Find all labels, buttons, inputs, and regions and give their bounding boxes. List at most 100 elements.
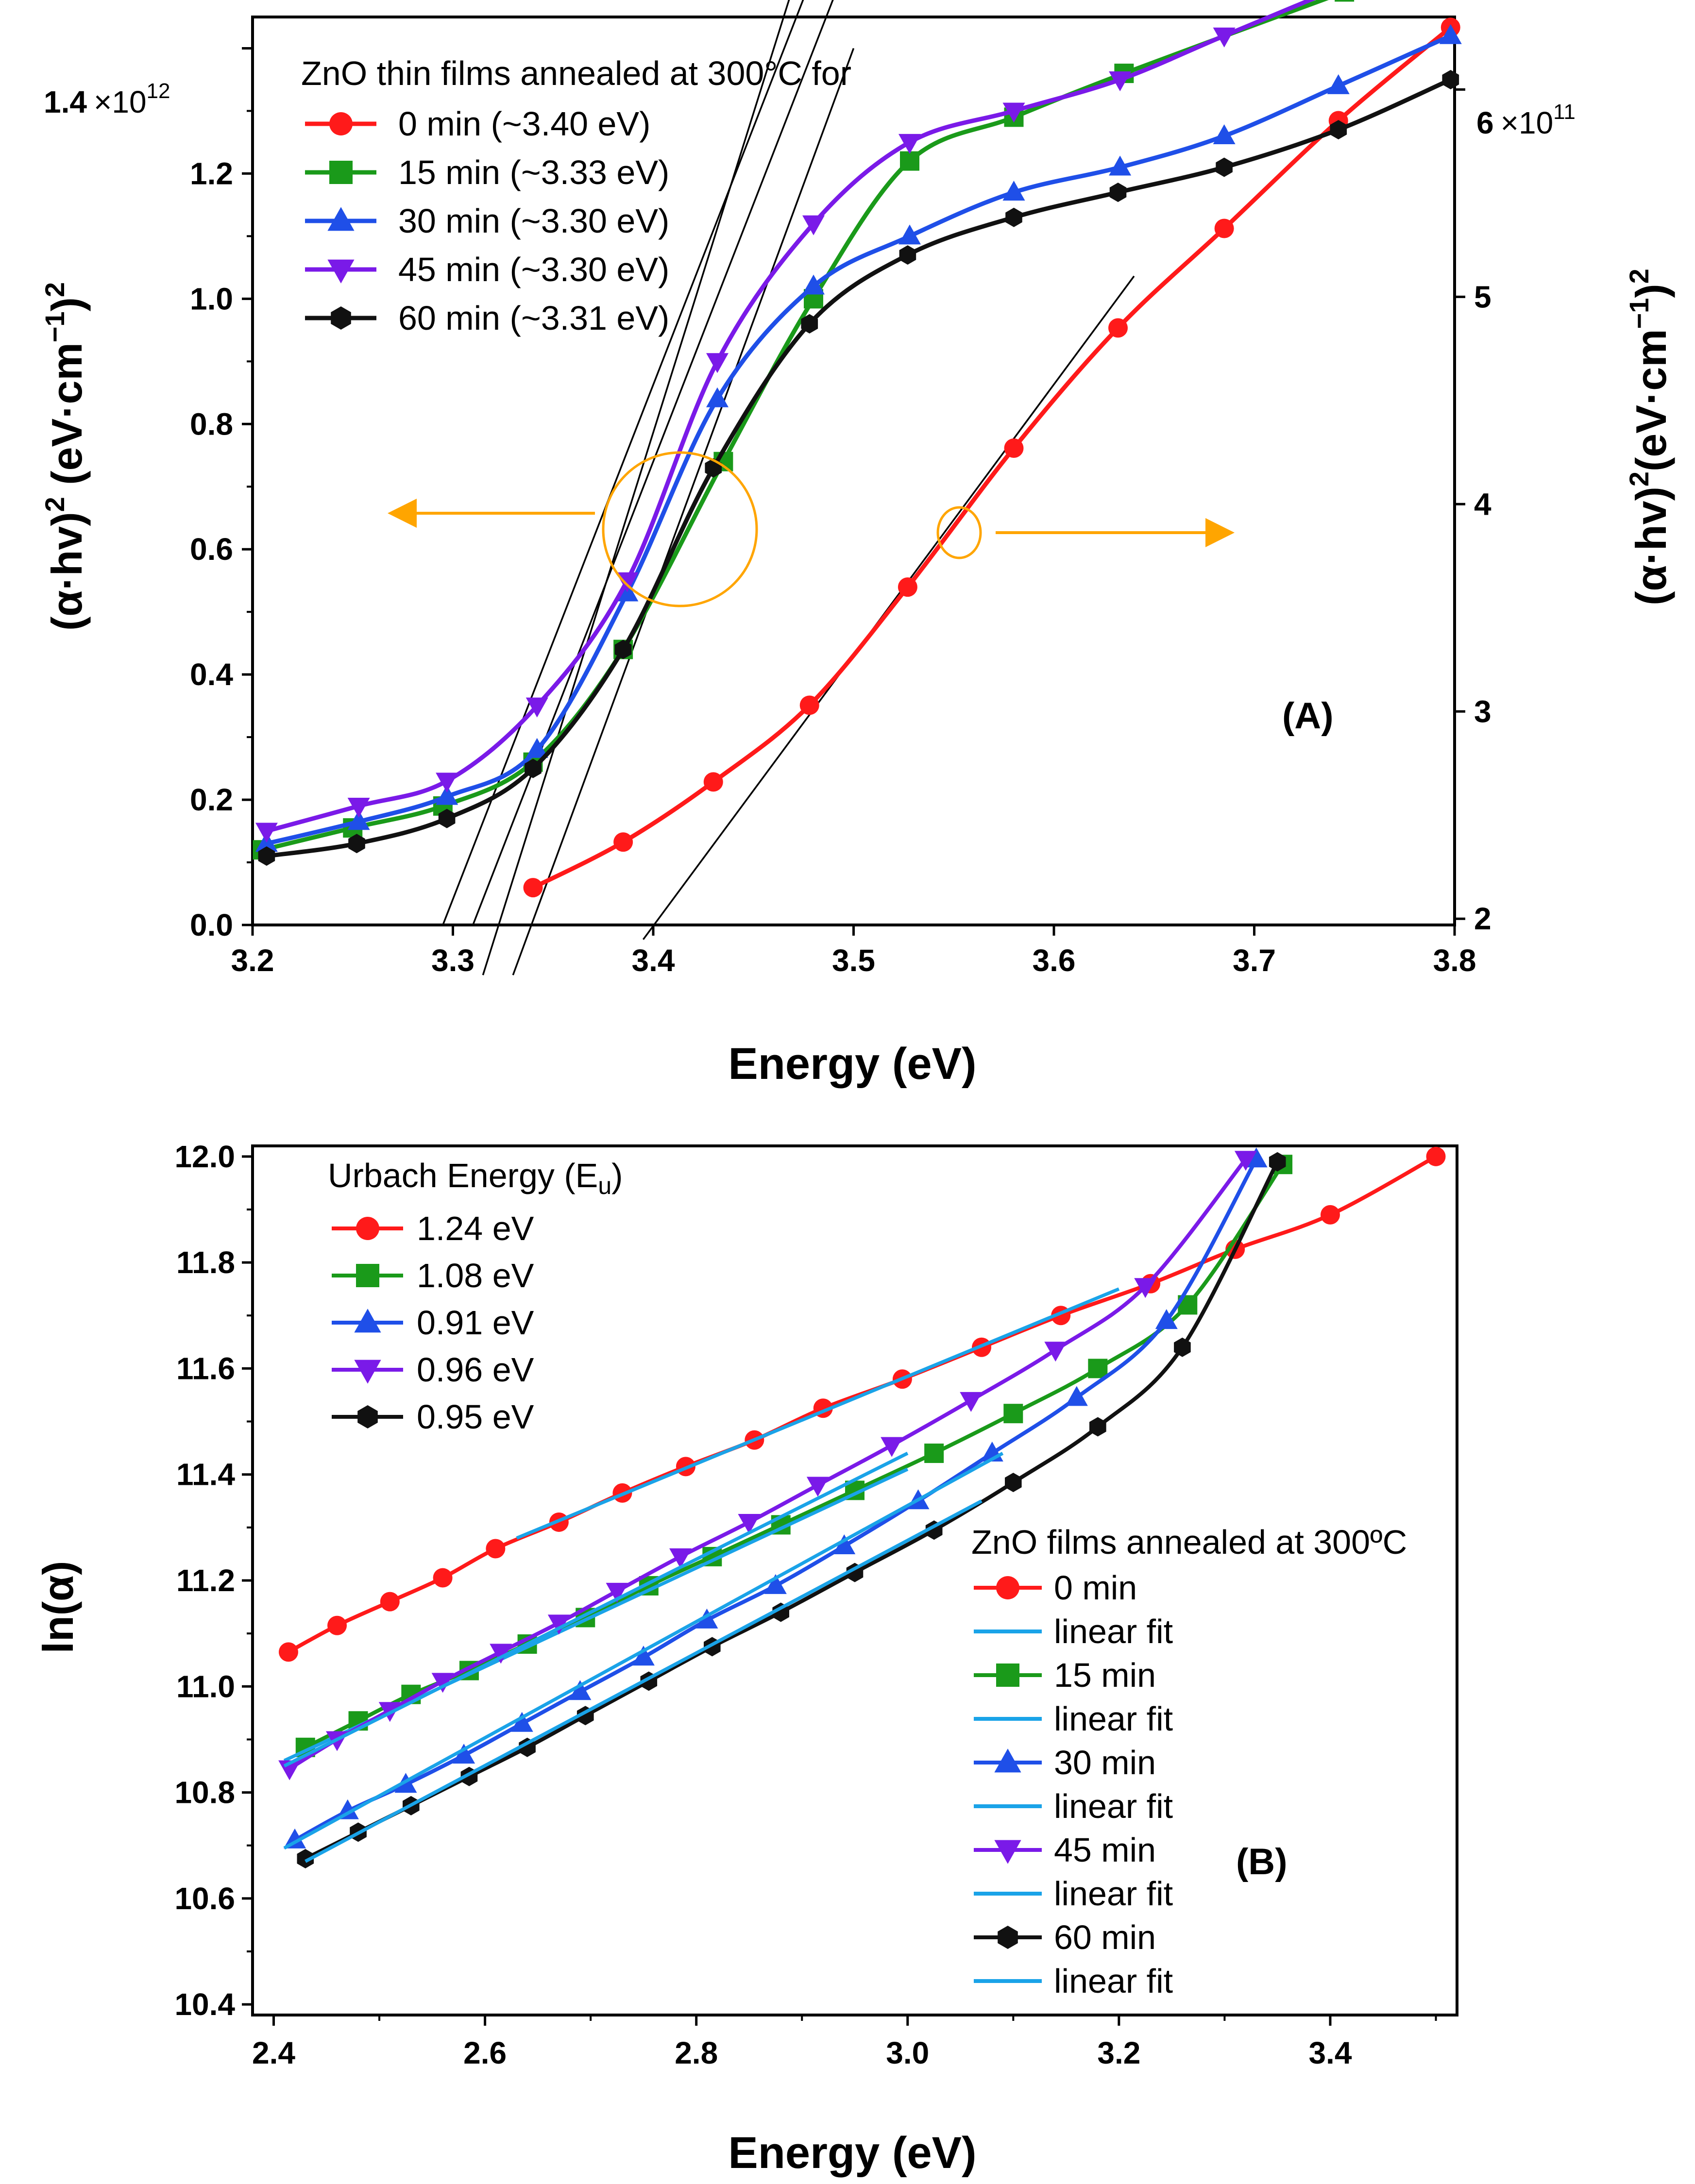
data-point: [438, 808, 456, 828]
legend-swatch-marker: [327, 207, 355, 231]
data-point: [1439, 24, 1462, 44]
data-point: [1213, 27, 1236, 48]
panel-a-x-tick-label: 3.6: [1033, 943, 1076, 978]
right-axis-annotation-circle: [936, 506, 982, 559]
series-60-min: [297, 1152, 1286, 1868]
tangent-line: [442, 0, 804, 925]
annealing-time-legend: ZnO films annealed at 300ºC 0 min linear …: [971, 1523, 1407, 2000]
panel-b-x-tick-label: 2.4: [252, 2035, 295, 2070]
panel-b-x-tick-label: 2.6: [463, 2035, 507, 2070]
urbach-legend-title-sub: u: [598, 1172, 611, 1199]
panel-a-y-label-sup2: −1: [39, 311, 70, 342]
data-point: [347, 810, 370, 830]
data-point: [1065, 1386, 1088, 1406]
panel-b-y-tick-label: 11.6: [176, 1351, 235, 1386]
data-point: [525, 738, 548, 758]
legend-entry-label: 15 min (~3.33 eV): [398, 153, 669, 191]
panel-a-y-tick-label: 0.2: [190, 782, 233, 817]
data-point: [1155, 1309, 1178, 1329]
legend-swatch-marker: [356, 1217, 379, 1240]
panel-b-x-axis-label: Energy (eV): [728, 2128, 976, 2178]
data-point: [347, 797, 370, 818]
panel-a-y-label-unit: (eV·cm: [43, 342, 91, 497]
urbach-legend-entry: 1.24 eV: [417, 1210, 534, 1247]
panel-a-y2-tick-label: 5: [1474, 279, 1492, 314]
panel-a-y-tick-label: 1.0: [190, 281, 233, 316]
annealing-legend-entry: linear fit: [1054, 1962, 1173, 2000]
data-point: [1269, 1152, 1286, 1172]
panel-a-series: [253, 0, 1462, 898]
data-point: [436, 785, 458, 805]
panel-a-y-label-base: (α·hv): [43, 512, 91, 631]
panel-a-x-tick-label: 3.5: [832, 943, 875, 978]
linear-fit-line: [516, 1287, 1120, 1540]
series-45-min: [255, 0, 1316, 843]
panel-b-y-tick-label: 11.4: [176, 1457, 235, 1492]
data-point: [1214, 218, 1234, 238]
data-point: [1320, 1205, 1340, 1225]
annealing-legend-entry: 45 min: [1054, 1831, 1156, 1869]
panel-b-y-tick-label: 10.8: [174, 1775, 235, 1810]
data-point: [802, 274, 825, 295]
data-point: [1109, 183, 1127, 202]
panel-b-y-tick-label: 11.0: [176, 1669, 235, 1704]
data-point: [1234, 1151, 1257, 1171]
legend-swatch-marker: [357, 1405, 378, 1428]
series-30-min: [255, 24, 1462, 852]
panel-a-y-top-mantissa: 1.4: [44, 84, 87, 119]
data-point: [1442, 70, 1459, 89]
legend-swatch-marker: [356, 1264, 379, 1287]
panel-a-y2-label-sup3: 2: [1624, 269, 1654, 284]
data-point: [706, 353, 729, 373]
data-point: [706, 387, 729, 407]
data-point: [1088, 1359, 1108, 1378]
data-point: [278, 1642, 298, 1662]
legend-swatch-marker: [996, 1663, 1019, 1687]
series-45-min: [278, 1151, 1257, 1781]
urbach-legend-entry: 0.96 eV: [417, 1351, 534, 1389]
panel-b-axes: 2.4 2.6 2.8 3.0 3.2 3.4 10.4 10.6 10.8 11.0 11.2 11…: [174, 1139, 1458, 2070]
panel-a-y2-tick-label: 3: [1474, 694, 1492, 729]
data-point: [1109, 71, 1132, 91]
series-line: [266, 77, 1452, 858]
data-point: [738, 1513, 761, 1534]
data-point: [431, 1673, 454, 1693]
panel-b-x-tick-label: 3.4: [1308, 2035, 1352, 2070]
tangent-lines: [442, 0, 1135, 975]
legend-swatch-marker: [994, 1840, 1021, 1864]
data-point: [453, 1744, 475, 1764]
panel-a-y-tick-label: 1.2: [190, 156, 233, 191]
annealing-legend-entry: linear fit: [1054, 1700, 1173, 1738]
panel-a-y2-top-base: ×10: [1501, 105, 1554, 140]
data-point: [703, 772, 723, 792]
panel-a-y-top-base: ×10: [94, 84, 147, 119]
panel-a-y-label-sup3: 2: [39, 282, 70, 297]
series-60-min: [258, 70, 1459, 866]
data-point: [606, 1582, 628, 1603]
panel-a-y-tick-label: 0.6: [190, 532, 233, 567]
annealing-legend-entry: 15 min: [1054, 1656, 1156, 1694]
data-point: [569, 1680, 592, 1700]
urbach-legend-entry: 1.08 eV: [417, 1257, 534, 1294]
series-0-min: [278, 1146, 1446, 1662]
panel-a-legend-title: ZnO thin films annealed at 300°C for: [301, 54, 851, 92]
data-point: [899, 245, 916, 265]
annealing-legend-entry: 30 min: [1054, 1744, 1156, 1781]
urbach-legend-title-close: ): [611, 1157, 623, 1194]
panel-b-y-axis-label: ln(α): [34, 1561, 82, 1654]
legend-swatch-marker: [996, 1576, 1019, 1599]
data-point: [348, 834, 365, 854]
panel-b-y-tick-label: 11.8: [176, 1245, 235, 1280]
panel-a-y-top-tick: 1.4 ×1012: [44, 79, 170, 119]
data-point: [255, 823, 278, 843]
panel-b-label: (B): [1236, 1841, 1288, 1882]
panel-a-y2-label-sup2: −1: [1624, 298, 1654, 329]
data-point: [881, 1437, 903, 1457]
data-point: [336, 1799, 359, 1819]
legend-swatch-marker: [329, 161, 353, 184]
data-point: [1335, 0, 1355, 2]
data-point: [258, 846, 275, 866]
legend-entry-label: 60 min (~3.31 eV): [398, 299, 669, 337]
annealing-legend-entry: 60 min: [1054, 1918, 1156, 1956]
panel-b-y-tick-label: 10.4: [174, 1987, 235, 2022]
